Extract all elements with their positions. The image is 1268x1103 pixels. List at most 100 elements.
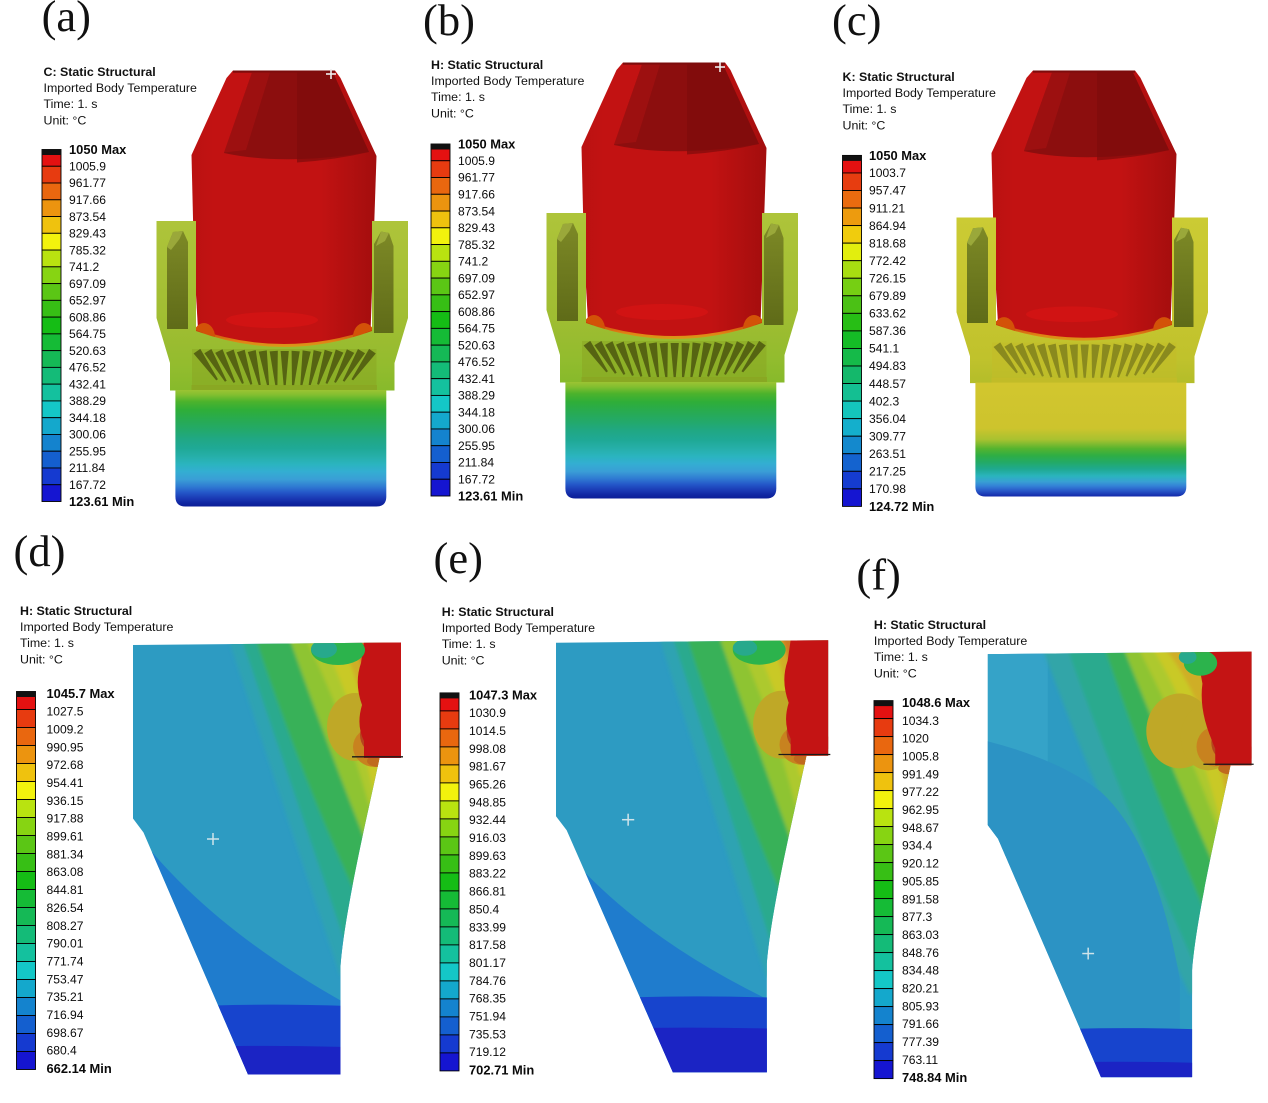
svg-text:Unit: °C: Unit: °C: [431, 106, 474, 120]
svg-text:777.39: 777.39: [902, 1035, 939, 1049]
svg-text:432.41: 432.41: [69, 377, 106, 391]
svg-text:H: Static Structural: H: Static Structural: [431, 58, 543, 72]
svg-text:652.97: 652.97: [69, 294, 106, 308]
svg-text:954.41: 954.41: [47, 776, 84, 790]
svg-text:564.75: 564.75: [69, 327, 106, 341]
svg-text:735.53: 735.53: [469, 1027, 506, 1041]
svg-text:850.4: 850.4: [469, 902, 500, 916]
svg-text:C: Static Structural: C: Static Structural: [44, 65, 156, 79]
svg-text:H: Static Structural: H: Static Structural: [874, 618, 986, 632]
svg-text:Imported Body Temperature: Imported Body Temperature: [20, 620, 173, 634]
svg-text:932.44: 932.44: [469, 813, 506, 827]
svg-text:772.42: 772.42: [869, 254, 906, 268]
svg-text:217.25: 217.25: [869, 465, 906, 479]
svg-text:564.75: 564.75: [458, 322, 495, 336]
svg-text:Imported Body Temperature: Imported Body Temperature: [874, 634, 1027, 648]
svg-text:962.95: 962.95: [902, 803, 939, 817]
svg-text:1047.3 Max: 1047.3 Max: [469, 687, 538, 702]
svg-text:309.77: 309.77: [869, 429, 906, 443]
svg-text:698.67: 698.67: [47, 1026, 84, 1040]
svg-text:476.52: 476.52: [69, 361, 106, 375]
svg-text:916.03: 916.03: [469, 831, 506, 845]
svg-text:881.34: 881.34: [47, 847, 84, 861]
svg-text:961.77: 961.77: [69, 176, 106, 190]
svg-text:1020: 1020: [902, 732, 929, 746]
svg-text:587.36: 587.36: [869, 324, 906, 338]
svg-text:753.47: 753.47: [47, 972, 84, 986]
svg-text:Imported Body Temperature: Imported Body Temperature: [44, 81, 197, 95]
svg-text:1050 Max: 1050 Max: [869, 148, 927, 163]
svg-text:1048.6 Max: 1048.6 Max: [902, 695, 971, 710]
svg-text:Time: 1. s: Time: 1. s: [431, 90, 485, 104]
svg-text:936.15: 936.15: [47, 794, 84, 808]
svg-text:1050 Max: 1050 Max: [458, 136, 516, 151]
svg-text:751.94: 751.94: [469, 1010, 506, 1024]
svg-text:697.09: 697.09: [458, 271, 495, 285]
svg-text:864.94: 864.94: [869, 219, 906, 233]
svg-text:905.85: 905.85: [902, 874, 939, 888]
svg-text:1050 Max: 1050 Max: [69, 142, 127, 157]
svg-text:990.95: 990.95: [47, 740, 84, 754]
svg-text:356.04: 356.04: [869, 412, 906, 426]
svg-text:H: Static Structural: H: Static Structural: [20, 604, 132, 618]
svg-text:344.18: 344.18: [69, 411, 106, 425]
svg-text:785.32: 785.32: [69, 243, 106, 257]
svg-text:Unit: °C: Unit: °C: [20, 652, 63, 666]
svg-text:255.95: 255.95: [69, 444, 106, 458]
svg-text:972.68: 972.68: [47, 758, 84, 772]
svg-text:344.18: 344.18: [458, 405, 495, 419]
svg-text:Time: 1. s: Time: 1. s: [442, 637, 496, 651]
svg-text:520.63: 520.63: [458, 338, 495, 352]
svg-text:826.54: 826.54: [47, 901, 84, 915]
svg-text:608.86: 608.86: [458, 305, 495, 319]
svg-text:1014.5: 1014.5: [469, 724, 506, 738]
svg-text:476.52: 476.52: [458, 355, 495, 369]
svg-text:863.08: 863.08: [47, 865, 84, 879]
svg-text:Imported Body Temperature: Imported Body Temperature: [442, 621, 595, 635]
svg-text:633.62: 633.62: [869, 307, 906, 321]
svg-text:432.41: 432.41: [458, 372, 495, 386]
svg-text:891.58: 891.58: [902, 892, 939, 906]
svg-text:(d): (d): [14, 526, 66, 576]
svg-text:768.35: 768.35: [469, 992, 506, 1006]
svg-text:981.67: 981.67: [469, 760, 506, 774]
svg-text:167.72: 167.72: [458, 472, 495, 486]
svg-text:300.06: 300.06: [69, 428, 106, 442]
svg-text:(c): (c): [832, 0, 881, 45]
svg-text:934.4: 934.4: [902, 839, 933, 853]
svg-text:716.94: 716.94: [47, 1008, 84, 1022]
svg-text:211.84: 211.84: [458, 456, 494, 470]
svg-text:211.84: 211.84: [69, 461, 105, 475]
svg-text:917.66: 917.66: [458, 187, 495, 201]
svg-text:805.93: 805.93: [902, 999, 939, 1013]
svg-text:948.85: 948.85: [469, 795, 506, 809]
svg-text:829.43: 829.43: [458, 221, 495, 235]
svg-text:998.08: 998.08: [469, 742, 506, 756]
svg-text:1034.3: 1034.3: [902, 714, 939, 728]
svg-text:662.14 Min: 662.14 Min: [47, 1061, 112, 1076]
svg-text:167.72: 167.72: [69, 478, 106, 492]
svg-text:763.11: 763.11: [902, 1053, 938, 1067]
svg-text:866.81: 866.81: [469, 885, 506, 899]
svg-text:784.76: 784.76: [469, 974, 506, 988]
svg-text:Imported Body Temperature: Imported Body Temperature: [843, 86, 996, 100]
svg-text:H: Static Structural: H: Static Structural: [442, 605, 554, 619]
svg-text:1005.9: 1005.9: [458, 154, 495, 168]
svg-text:801.17: 801.17: [469, 956, 506, 970]
svg-text:899.61: 899.61: [47, 830, 84, 844]
svg-text:Unit: °C: Unit: °C: [44, 113, 87, 127]
svg-text:899.63: 899.63: [469, 849, 506, 863]
svg-text:Time: 1. s: Time: 1. s: [44, 97, 98, 111]
svg-text:Unit: °C: Unit: °C: [874, 666, 917, 680]
svg-text:748.84 Min: 748.84 Min: [902, 1070, 967, 1085]
svg-text:1009.2: 1009.2: [47, 722, 84, 736]
svg-text:911.21: 911.21: [869, 201, 905, 215]
svg-text:1027.5: 1027.5: [47, 705, 84, 719]
svg-text:877.3: 877.3: [902, 910, 933, 924]
svg-text:608.86: 608.86: [69, 310, 106, 324]
svg-text:741.2: 741.2: [69, 260, 100, 274]
svg-text:848.76: 848.76: [902, 946, 939, 960]
svg-text:255.95: 255.95: [458, 439, 495, 453]
svg-text:Unit: °C: Unit: °C: [442, 653, 485, 667]
svg-text:1045.7 Max: 1045.7 Max: [47, 686, 116, 701]
